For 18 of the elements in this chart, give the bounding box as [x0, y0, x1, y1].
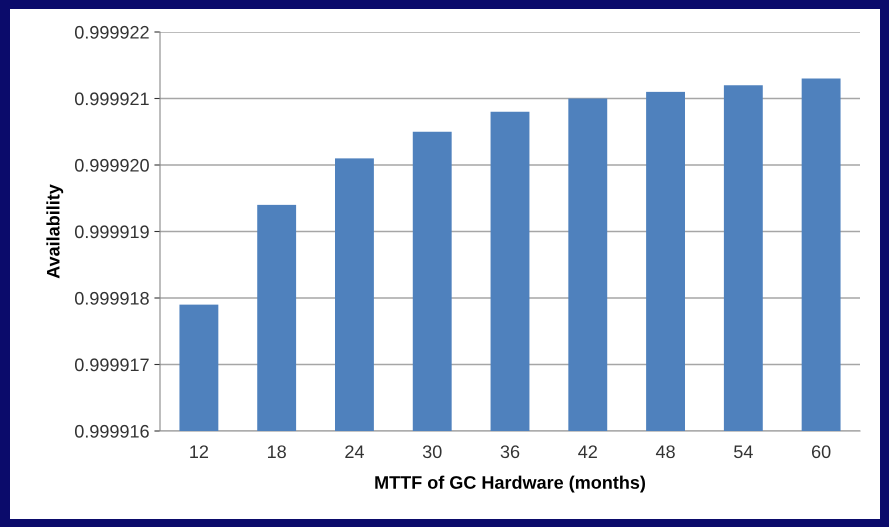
- x-tick-label: 24: [345, 445, 364, 458]
- y-tick-label: 0.999918: [74, 292, 149, 305]
- x-tick-label: 54: [734, 446, 753, 458]
- y-tick-label: 0.999921: [74, 92, 149, 106]
- y-tick-label: 0.999917: [74, 358, 149, 372]
- y-tick-label: 0.999920: [74, 158, 149, 172]
- x-tick-label: 48: [656, 445, 675, 458]
- x-tick-label: 30: [422, 445, 442, 458]
- y-tick-label: 0.999916: [74, 424, 149, 438]
- x-tick-label: 60: [812, 445, 830, 458]
- x-tick-label: 42: [578, 445, 597, 458]
- y-axis-title: Availability: [46, 184, 64, 278]
- x-tick-label: 18: [268, 445, 286, 458]
- y-tick-label: 0.999922: [74, 26, 149, 39]
- x-tick-label: 12: [190, 445, 208, 458]
- x-axis-title: MTTF of GC Hardware (months): [375, 476, 646, 492]
- y-tick-label: 0.999919: [74, 225, 149, 238]
- x-tick-label: 36: [500, 445, 520, 458]
